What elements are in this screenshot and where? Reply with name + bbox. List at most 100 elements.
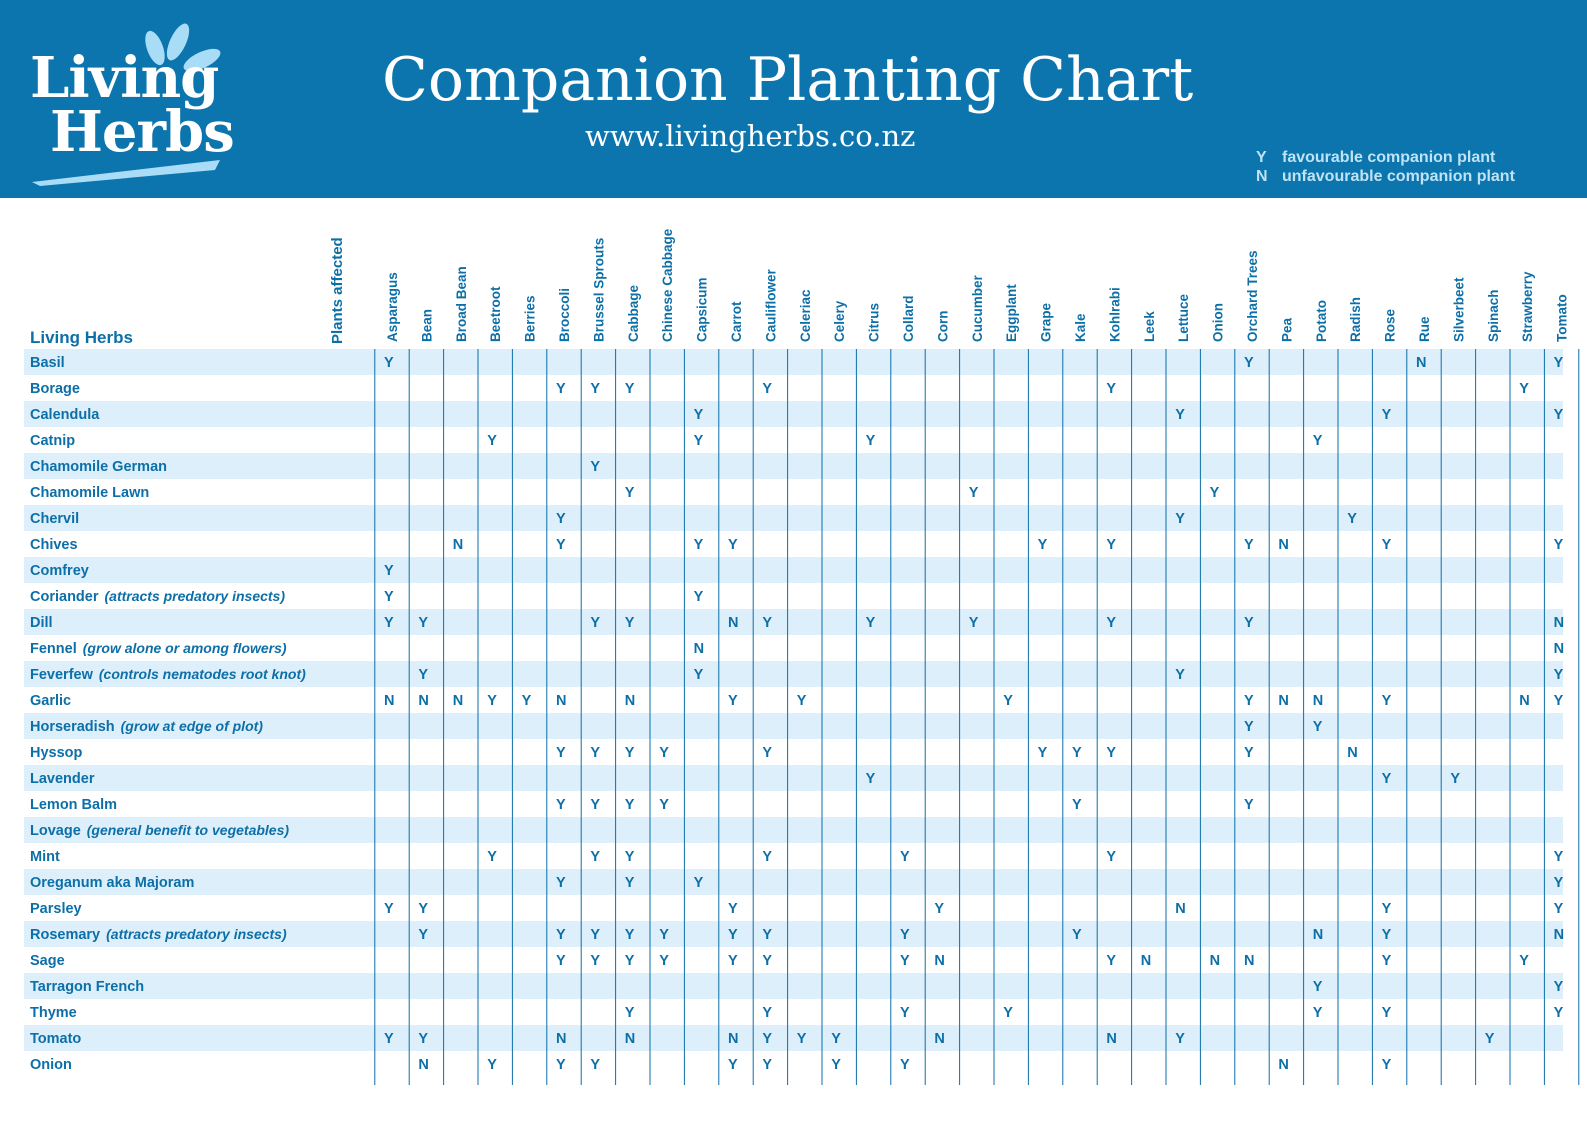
- column-header: Strawberry: [1520, 271, 1535, 342]
- table-cell-value: Y: [1106, 849, 1116, 865]
- row-label-name: Onion: [30, 1057, 72, 1073]
- column-header: Cabbage: [626, 284, 641, 342]
- table-cell-value: Y: [1382, 537, 1392, 553]
- row-label: Comfrey: [30, 563, 89, 579]
- table-cell-value: N: [1313, 927, 1323, 943]
- row-label: Hyssop: [30, 745, 83, 761]
- row-label: Dill: [30, 615, 53, 631]
- table-cell-value: Y: [1106, 537, 1116, 553]
- table-cell-value: Y: [1554, 1005, 1564, 1021]
- row-shade: [24, 921, 1563, 947]
- row-shade: [24, 973, 1563, 999]
- row-label-name: Lavender: [30, 771, 95, 787]
- row-shade: [24, 505, 1563, 531]
- column-header: Eggplant: [1004, 284, 1019, 342]
- table-cell-value: Y: [1554, 901, 1564, 917]
- table-cell-value: Y: [1554, 355, 1564, 371]
- living-herbs-logo: [30, 20, 250, 190]
- table-cell-value: Y: [1072, 745, 1082, 761]
- row-label-note: (general benefit to vegetables): [87, 822, 290, 838]
- table-cell-value: Y: [762, 849, 772, 865]
- table-cell-value: Y: [762, 745, 772, 761]
- legend-n-text: unfavourable companion plant: [1282, 168, 1515, 185]
- table-cell-value: Y: [590, 927, 600, 943]
- table-cell-value: Y: [797, 693, 807, 709]
- table-cell-value: Y: [1244, 745, 1254, 761]
- column-header: Bean: [419, 309, 434, 342]
- table-cell-value: Y: [728, 953, 738, 969]
- table-cell-value: Y: [1244, 719, 1254, 735]
- column-header: Broccoli: [557, 288, 572, 342]
- row-label-name: Borage: [30, 381, 80, 397]
- page-title: Companion Planting Chart: [382, 45, 1194, 115]
- table-cell-value: Y: [522, 693, 532, 709]
- table-cell-value: Y: [934, 901, 944, 917]
- row-label-name: Tomato: [30, 1031, 81, 1047]
- table-cell-value: Y: [384, 563, 394, 579]
- row-label-name: Comfrey: [30, 563, 89, 579]
- table-cell-value: Y: [1382, 693, 1392, 709]
- table-cell-value: Y: [625, 953, 635, 969]
- table-cell-value: N: [1554, 641, 1564, 657]
- table-cell-value: N: [1106, 1031, 1116, 1047]
- logo-text-herbs: Herbs: [50, 99, 235, 165]
- table-cell-value: Y: [590, 849, 600, 865]
- table-cell-value: Y: [1554, 537, 1564, 553]
- column-header: Rue: [1417, 316, 1432, 342]
- column-header: Rose: [1383, 308, 1398, 342]
- row-label-name: Dill: [30, 615, 53, 631]
- table-cell-value: Y: [625, 381, 635, 397]
- table-cell-value: Y: [1175, 511, 1185, 527]
- table-cell-value: Y: [659, 797, 669, 813]
- table-cell-value: Y: [1038, 537, 1048, 553]
- row-label-name: Chives: [30, 537, 78, 553]
- row-label: Oreganum aka Majoram: [30, 875, 194, 891]
- row-label-name: Rosemary: [30, 927, 100, 943]
- table-cell-value: N: [1278, 1057, 1288, 1073]
- row-shade: [24, 349, 1563, 375]
- table-cell-value: N: [418, 693, 428, 709]
- table-cell-value: N: [1519, 693, 1529, 709]
- table-cell-value: Y: [762, 1005, 772, 1021]
- row-label: Feverfew (controls nematodes root knot): [30, 666, 306, 683]
- table-cell-value: N: [1175, 901, 1185, 917]
- column-header: Chinese Cabbage: [660, 228, 675, 342]
- table-cell-value: Y: [556, 537, 566, 553]
- column-header: Tomato: [1555, 294, 1570, 342]
- table-cell-value: Y: [900, 1005, 910, 1021]
- row-label-name: Garlic: [30, 693, 71, 709]
- table-cell-value: Y: [694, 537, 704, 553]
- website-url[interactable]: www.livingherbs.co.nz: [585, 119, 916, 153]
- table-cell-value: Y: [384, 615, 394, 631]
- table-cell-value: N: [418, 1057, 428, 1073]
- row-label-name: Tarragon French: [30, 979, 144, 995]
- table-cell-value: Y: [1554, 979, 1564, 995]
- table-cell-value: N: [1141, 953, 1151, 969]
- row-label-note: (grow at edge of plot): [121, 718, 264, 734]
- row-label: Parsley: [30, 901, 82, 917]
- table-cell-value: Y: [487, 433, 497, 449]
- table-cell-value: Y: [1072, 797, 1082, 813]
- table-cell-value: Y: [1175, 667, 1185, 683]
- table-cell-value: Y: [1106, 615, 1116, 631]
- table-cell-value: Y: [556, 381, 566, 397]
- row-shade: [24, 453, 1563, 479]
- table-cell-value: N: [625, 1031, 635, 1047]
- table-cell-value: Y: [590, 1057, 600, 1073]
- row-label: Mint: [30, 849, 60, 865]
- row-label: Calendula: [30, 407, 100, 423]
- row-shade: [24, 661, 1563, 687]
- column-header: Pea: [1279, 317, 1294, 342]
- table-cell-value: Y: [1244, 797, 1254, 813]
- row-label: Fennel (grow alone or among flowers): [30, 640, 287, 657]
- table-cell-value: Y: [487, 849, 497, 865]
- row-shade: [24, 817, 1563, 843]
- legend-y-key: Y: [1256, 149, 1267, 166]
- table-cell-value: Y: [1313, 979, 1323, 995]
- column-header: Onion: [1211, 303, 1226, 342]
- column-header: Berries: [523, 295, 538, 342]
- table-cell-value: Y: [1244, 355, 1254, 371]
- row-label: Chives: [30, 537, 78, 553]
- row-label: Chamomile German: [30, 459, 167, 475]
